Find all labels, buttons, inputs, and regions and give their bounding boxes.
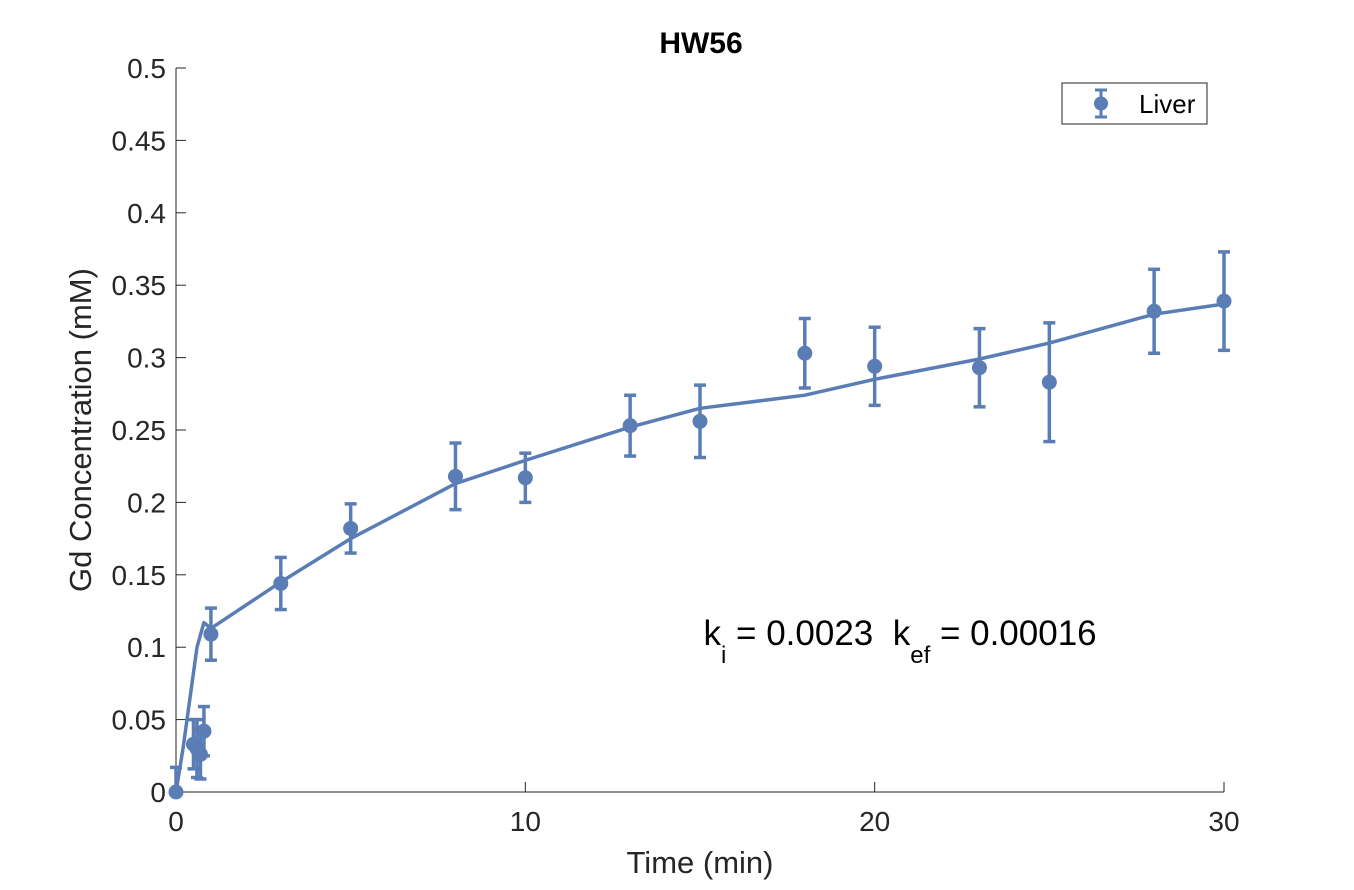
liver-errorbars xyxy=(170,250,1230,794)
x-tick-label: 20 xyxy=(859,806,890,837)
y-tick-label: 0.45 xyxy=(112,125,167,156)
x-tick-label: 10 xyxy=(510,806,541,837)
y-tick-label: 0.3 xyxy=(127,343,166,374)
data-point xyxy=(797,345,813,361)
y-tick-label: 0 xyxy=(150,777,166,808)
data-point xyxy=(867,358,883,374)
x-axis-label: Time (min) xyxy=(627,845,774,880)
data-point xyxy=(447,468,463,484)
x-tick-label: 30 xyxy=(1208,806,1239,837)
data-point xyxy=(343,520,359,536)
y-tick-label: 0.25 xyxy=(112,415,167,446)
rate-constants-annotation: ki = 0.0023 kef = 0.00016 xyxy=(703,614,1096,669)
y-tick-label: 0.4 xyxy=(127,198,166,229)
data-point xyxy=(1146,303,1162,319)
legend-marker-icon xyxy=(1094,96,1108,111)
x-tick-label: 0 xyxy=(168,806,184,837)
data-point xyxy=(692,413,708,429)
y-tick-label: 0.1 xyxy=(127,632,166,663)
y-tick-label: 0.05 xyxy=(112,705,167,736)
data-point xyxy=(622,418,638,434)
data-point xyxy=(971,360,987,376)
chart-title: HW56 xyxy=(659,27,742,60)
y-ticks: 0 0.05 0.1 0.15 0.2 0.25 0.3 0.35 0.4 0.45 0.5 xyxy=(112,53,186,808)
legend-label-liver: Liver xyxy=(1139,89,1196,119)
x-ticks: 0 10 20 30 xyxy=(168,782,1240,837)
y-tick-label: 0.35 xyxy=(112,270,167,301)
data-point xyxy=(203,626,219,642)
data-point xyxy=(192,746,208,762)
kef-value: = 0.00016 xyxy=(930,614,1096,653)
kef-symbol: k xyxy=(893,614,911,653)
ki-symbol: k xyxy=(703,614,721,653)
legend: Liver xyxy=(1061,82,1208,125)
liver-points xyxy=(168,293,1232,800)
data-point xyxy=(196,723,212,739)
data-point xyxy=(517,470,533,486)
y-tick-label: 0.15 xyxy=(112,560,167,591)
data-point xyxy=(1041,374,1057,390)
data-point xyxy=(273,575,289,591)
data-point xyxy=(1216,293,1232,309)
y-tick-label: 0.2 xyxy=(127,487,166,518)
y-tick-label: 0.5 xyxy=(127,53,166,84)
data-point xyxy=(168,784,184,800)
ki-value: = 0.0023 xyxy=(726,614,892,653)
legend-box xyxy=(1061,82,1208,125)
fit-line xyxy=(174,302,1225,793)
ki-subscript: i xyxy=(721,642,726,669)
kef-subscript: ef xyxy=(910,642,930,669)
y-axis-label: Gd Concentration (mM) xyxy=(63,268,98,592)
